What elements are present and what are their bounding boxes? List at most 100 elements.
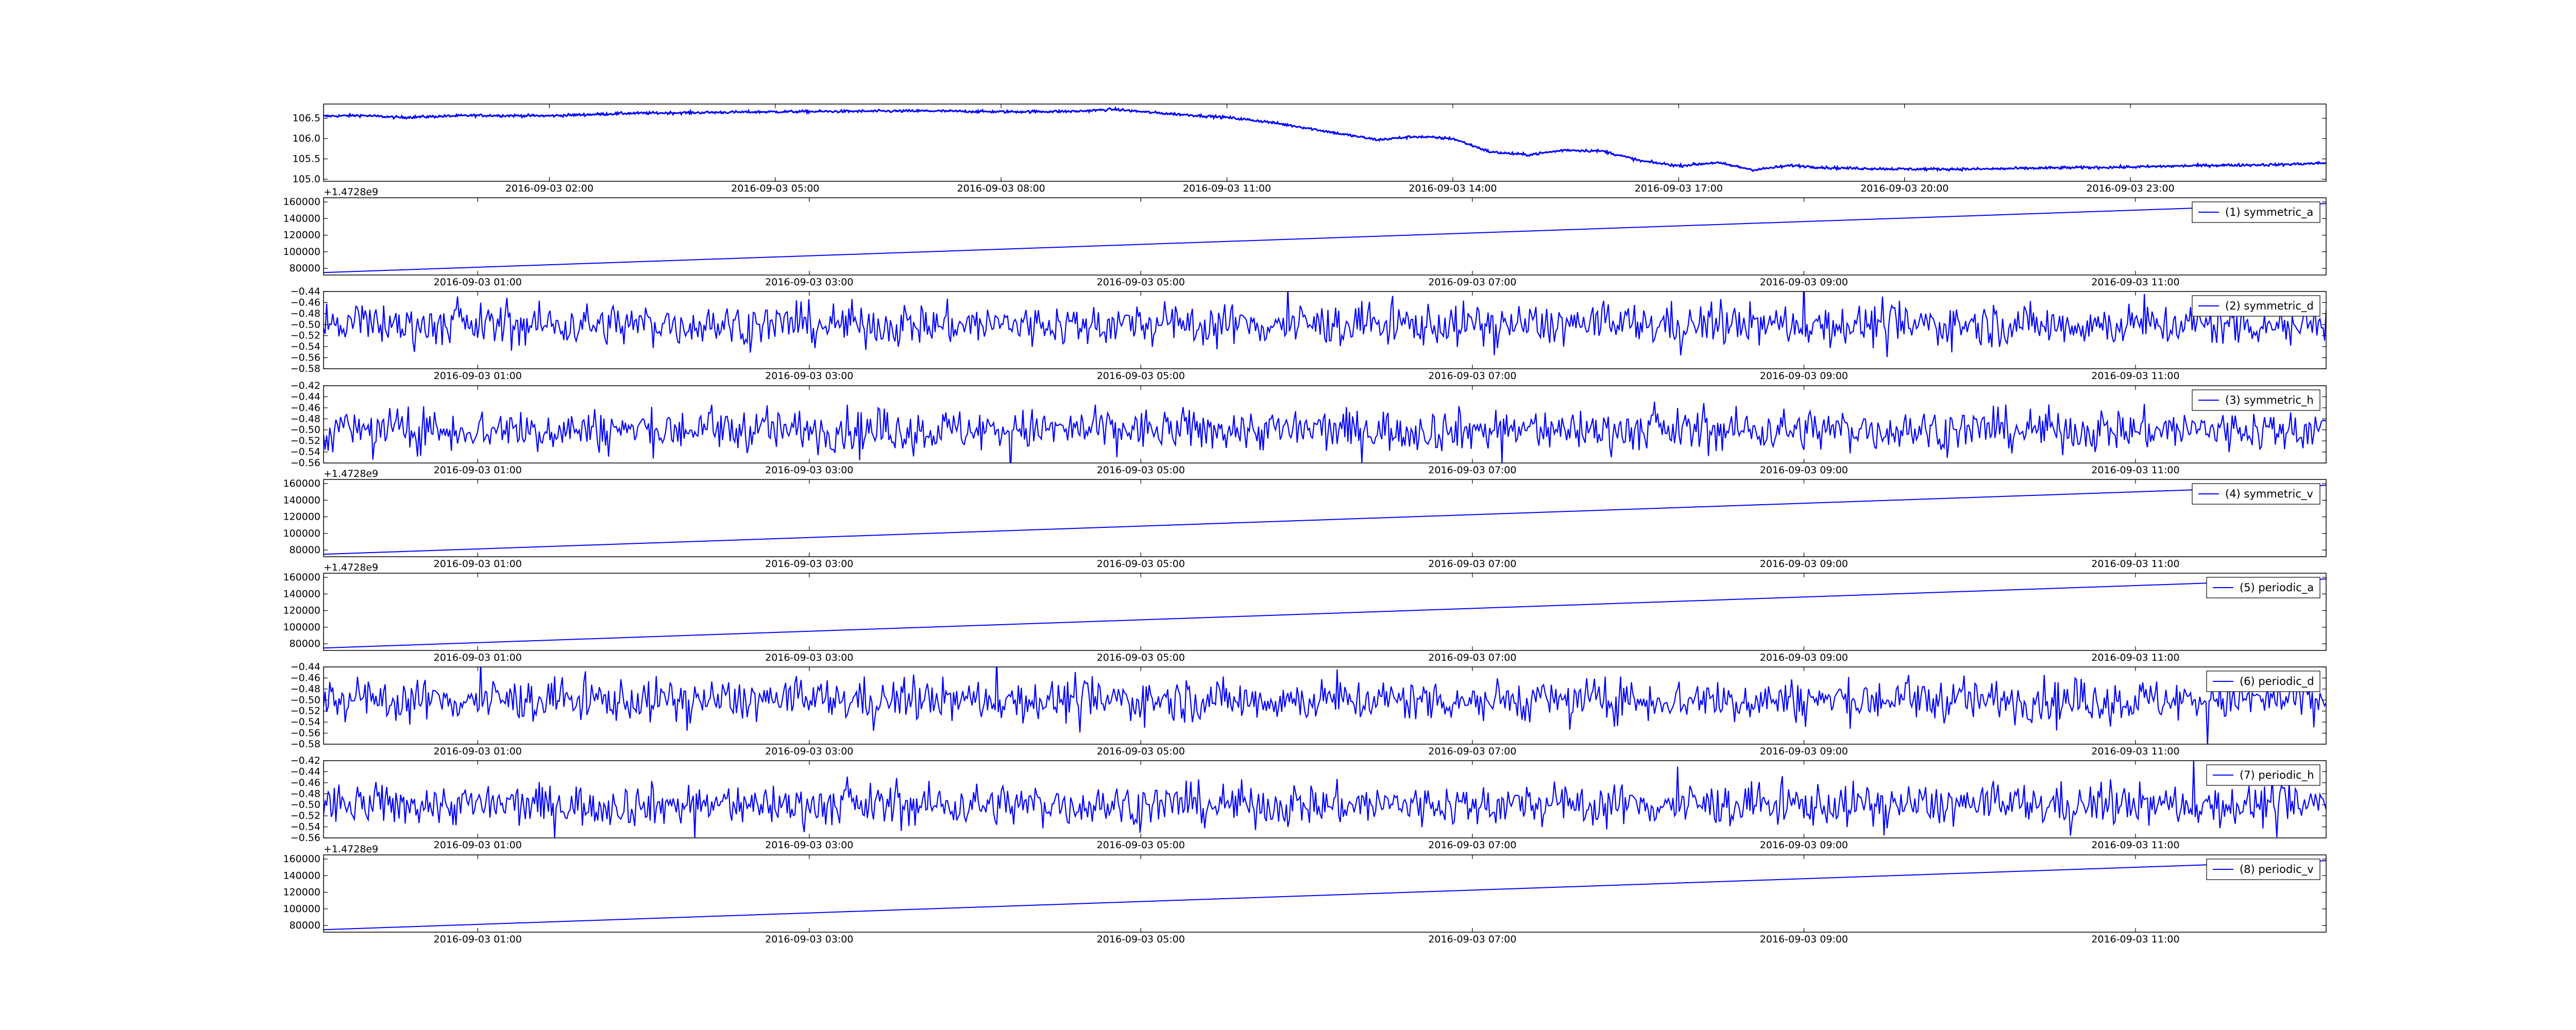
- subplot-6: −0.58−0.56−0.54−0.52−0.50−0.48−0.46−0.44…: [291, 661, 2327, 757]
- y-tick-label: 80000: [290, 263, 320, 274]
- y-tick-label: −0.52: [291, 810, 320, 821]
- axes-frame: [323, 666, 2327, 745]
- x-tick-label: 2016-09-03 11:00: [2091, 934, 2179, 945]
- y-tick-label: −0.52: [291, 435, 320, 447]
- axes-frame: [323, 854, 2327, 933]
- legend-label: (5) periodic_a: [2240, 581, 2314, 594]
- subplot-4: 80000 100000 120000 140000 160000 2016-09-03 …: [283, 468, 2327, 570]
- y-tick-label: −0.58: [291, 363, 320, 374]
- y-tick-label: 120000: [283, 230, 320, 241]
- x-tick-label: 2016-09-03 01:00: [434, 465, 522, 476]
- series-line-1: [324, 203, 2326, 273]
- y-tick-label: −0.42: [291, 380, 320, 391]
- x-tick-label: 2016-09-03 05:00: [1097, 465, 1185, 476]
- x-tick-label: 2016-09-03 09:00: [1760, 934, 1848, 945]
- axes-frame: [323, 573, 2327, 651]
- x-tick-label: 2016-09-03 09:00: [1760, 839, 1848, 851]
- series-line-5: [324, 578, 2326, 649]
- y-tick-label: 80000: [290, 920, 320, 931]
- x-tick-label: 2016-09-03 09:00: [1760, 652, 1848, 663]
- y-tick-label: −0.56: [291, 832, 320, 844]
- y-tick-label: −0.58: [291, 739, 320, 750]
- x-tick-label: 2016-09-03 03:00: [765, 558, 853, 570]
- legend: (6) periodic_d: [2206, 671, 2320, 692]
- y-tick-label: −0.50: [291, 424, 320, 436]
- x-tick-label: 2016-09-03 14:00: [1409, 183, 1497, 194]
- series-line-4: [324, 485, 2326, 555]
- y-offset-label: +1.4728e9: [324, 468, 378, 479]
- y-tick-label: −0.46: [291, 402, 320, 414]
- series-line-7: [324, 761, 2326, 838]
- y-tick-label: −0.48: [291, 308, 320, 319]
- y-offset-label: +1.4728e9: [324, 844, 378, 855]
- y-tick-label: 160000: [283, 572, 320, 583]
- y-tick-label: 100000: [283, 528, 320, 539]
- x-tick-label: 2016-09-03 03:00: [765, 465, 853, 476]
- y-tick-label: −0.48: [291, 413, 320, 424]
- x-tick-label: 2016-09-03 09:00: [1760, 370, 1848, 382]
- x-tick-label: 2016-09-03 03:00: [765, 652, 853, 663]
- y-tick-label: −0.44: [291, 766, 320, 777]
- series-line-2: [324, 291, 2326, 357]
- legend: (2) symmetric_d: [2192, 295, 2320, 317]
- y-tick-label: 140000: [283, 494, 320, 506]
- axes-frame: [323, 291, 2327, 369]
- y-tick-label: 140000: [283, 213, 320, 224]
- y-offset-label: +1.4728e9: [324, 186, 378, 198]
- series-line-3: [324, 401, 2326, 463]
- y-tick-label: −0.54: [291, 716, 320, 728]
- x-tick-label: 2016-09-03 01:00: [434, 839, 522, 851]
- subplot-7: −0.56−0.54−0.52−0.50−0.48−0.46−0.44−0.42…: [291, 755, 2327, 851]
- legend-label: (3) symmetric_h: [2225, 394, 2314, 407]
- y-tick-label: 80000: [290, 638, 320, 649]
- y-tick-label: −0.50: [291, 694, 320, 706]
- axes-frame: [323, 197, 2327, 276]
- x-tick-label: 2016-09-03 05:00: [1097, 370, 1185, 382]
- y-tick-label: −0.52: [291, 330, 320, 341]
- x-tick-label: 2016-09-03 09:00: [1760, 746, 1848, 757]
- legend: (4) symmetric_v: [2192, 483, 2320, 505]
- x-tick-label: 2016-09-03 03:00: [765, 934, 853, 945]
- y-tick-label: 105.5: [293, 153, 320, 165]
- x-tick-label: 2016-09-03 05:00: [1097, 652, 1185, 663]
- y-tick-label: −0.54: [291, 821, 320, 833]
- y-tick-label: −0.56: [291, 728, 320, 739]
- y-tick-label: −0.56: [291, 352, 320, 364]
- subplot-1: 80000 100000 120000 140000 160000 2016-09-03 …: [283, 186, 2327, 288]
- legend-box: [2192, 483, 2320, 505]
- y-tick-label: −0.42: [291, 755, 320, 766]
- x-tick-label: 2016-09-03 08:00: [957, 183, 1045, 194]
- legend: (7) periodic_h: [2206, 764, 2320, 786]
- x-tick-label: 2016-09-03 09:00: [1760, 558, 1848, 570]
- y-tick-label: −0.54: [291, 341, 320, 352]
- x-tick-label: 2016-09-03 01:00: [434, 746, 522, 757]
- x-tick-label: 2016-09-03 05:00: [1097, 277, 1185, 288]
- x-tick-label: 2016-09-03 11:00: [2091, 370, 2179, 382]
- x-tick-label: 2016-09-03 07:00: [1428, 652, 1516, 663]
- x-tick-label: 2016-09-03 01:00: [434, 934, 522, 945]
- subplot-0: 105.0 105.5 106.0 106.5 2016-09-03 02:00 2016…: [293, 104, 2327, 194]
- series-line-6: [324, 667, 2326, 744]
- x-tick-label: 2016-09-03 03:00: [765, 370, 853, 382]
- x-tick-label: 2016-09-03 11:00: [2091, 277, 2179, 288]
- y-tick-label: 160000: [283, 196, 320, 208]
- y-tick-label: 140000: [283, 588, 320, 599]
- y-tick-label: −0.50: [291, 319, 320, 330]
- legend-label: (7) periodic_h: [2240, 769, 2314, 782]
- subplot-8: 80000 100000 120000 140000 160000 2016-09-03 …: [283, 844, 2327, 945]
- x-tick-label: 2016-09-03 11:00: [2091, 839, 2179, 851]
- y-tick-label: −0.48: [291, 788, 320, 799]
- y-tick-label: 106.0: [293, 133, 320, 144]
- y-tick-label: 106.5: [293, 113, 320, 124]
- series-line-0: [324, 106, 2326, 173]
- legend-label: (4) symmetric_v: [2225, 488, 2313, 501]
- y-tick-label: 120000: [283, 887, 320, 898]
- legend-label: (6) periodic_d: [2240, 675, 2314, 688]
- y-tick-label: −0.44: [291, 391, 320, 402]
- x-tick-label: 2016-09-03 05:00: [1097, 746, 1185, 757]
- x-tick-label: 2016-09-03 03:00: [765, 839, 853, 851]
- subplot-5: 80000 100000 120000 140000 160000 2016-09-03 …: [283, 562, 2327, 663]
- y-tick-label: −0.50: [291, 799, 320, 811]
- legend: (1) symmetric_a: [2192, 201, 2320, 223]
